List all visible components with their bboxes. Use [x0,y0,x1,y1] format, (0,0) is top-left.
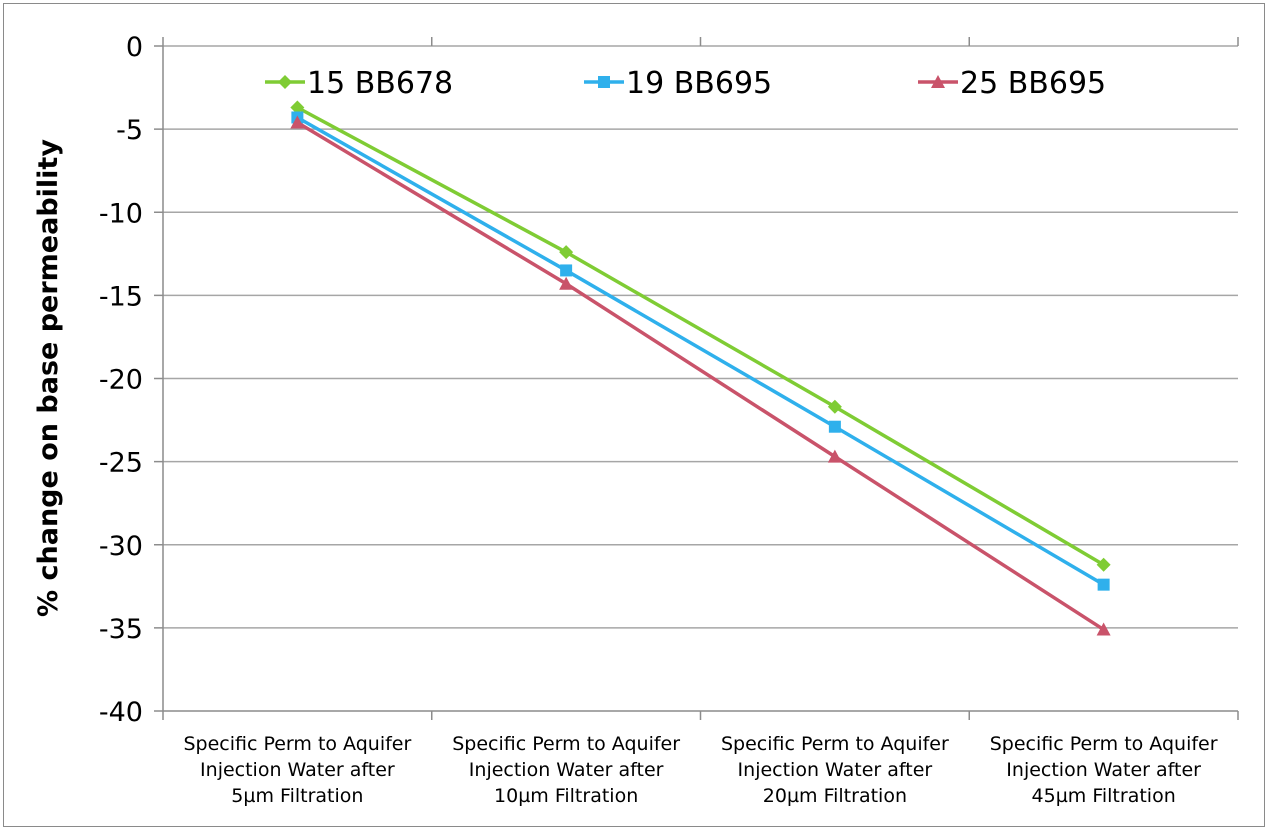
x-tick-label: Specific Perm to Aquifer Injection Water … [183,733,411,807]
legend-marker-15-bb678 [278,75,292,89]
legend-marker-25-bb695 [931,75,945,88]
y-tick-label: -30 [99,531,143,562]
x-tick-label: Specific Perm to Aquifer Injection Water … [452,733,680,807]
legend-label-25-bb695: 25 BB695 [960,66,1106,101]
y-tick-label: -20 [99,365,143,396]
y-tick-label: -15 [99,281,143,312]
data-point-15-bb678 [1096,557,1111,572]
x-tick-label: Specific Perm to Aquifer Injection Water … [990,733,1218,807]
data-point-19-bb695 [560,264,573,277]
series-line-19-bb695 [296,115,1105,587]
data-point-15-bb678 [559,245,574,260]
data-point-25-bb695 [290,115,305,129]
y-axis-label: % change on base permeability [33,139,64,617]
data-point-19-bb695 [1097,578,1110,591]
x-tick-label: Specific Perm to Aquifer Injection Water … [721,733,949,807]
data-point-25-bb695 [827,449,842,463]
legend-label-15-bb678: 15 BB678 [307,66,453,101]
data-point-19-bb695 [828,420,841,433]
data-point-15-bb678 [827,399,842,414]
legend-marker-19-bb695 [598,76,610,88]
series-line-15-bb678 [296,105,1105,567]
legend-label-19-bb695: 19 BB695 [626,66,772,101]
y-tick-label: -10 [99,198,143,229]
y-tick-label: -25 [99,448,143,479]
data-point-15-bb678 [290,100,305,115]
series-line-25-bb695 [296,120,1105,632]
y-tick-label: -35 [99,614,143,645]
y-tick-label: 0 [126,32,143,63]
data-point-25-bb695 [1096,622,1111,636]
y-tick-label: -40 [99,697,143,728]
chart-frame [3,3,1265,827]
y-tick-label: -5 [116,115,143,146]
data-point-25-bb695 [559,276,574,290]
